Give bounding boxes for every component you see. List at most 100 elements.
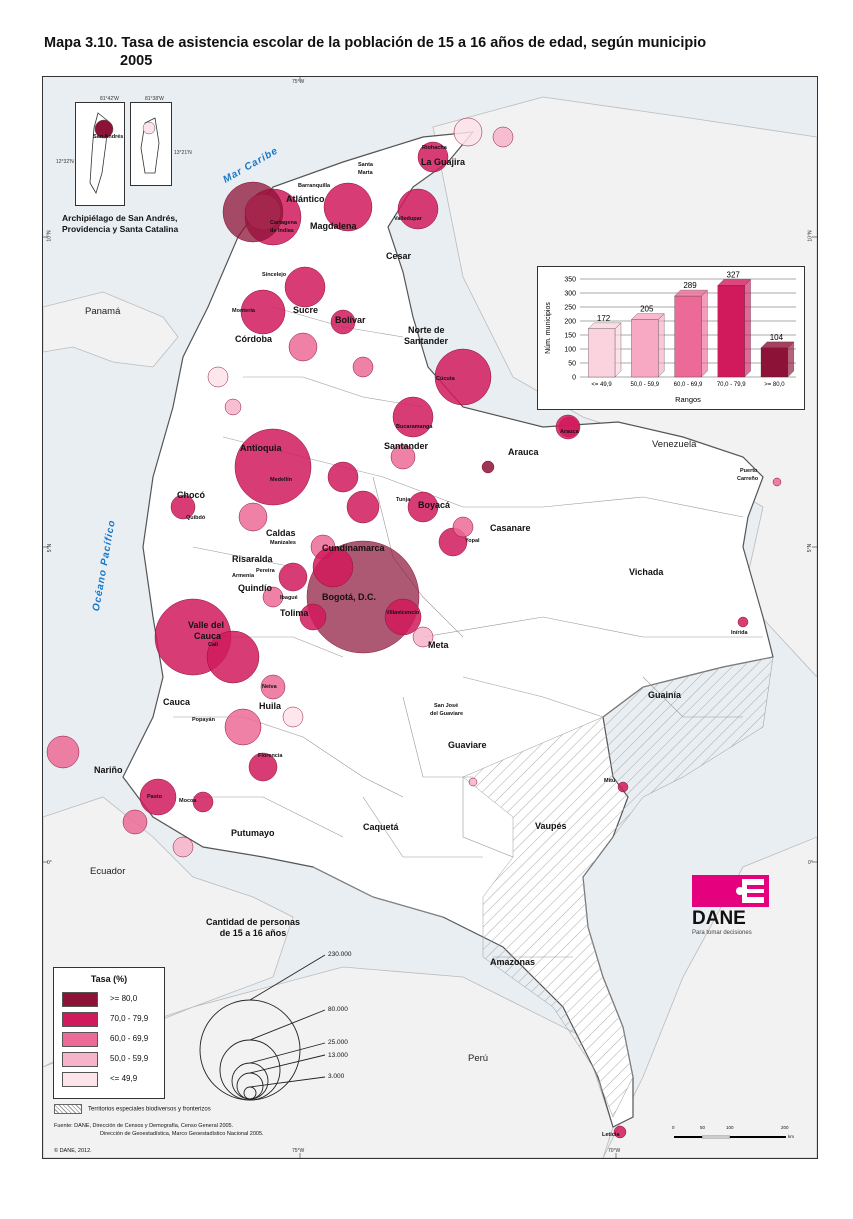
rate-legend-label: >= 80,0 xyxy=(110,994,138,1003)
size-legend-title-2: de 15 a 16 años xyxy=(219,928,287,938)
chart-category-label: 70,0 - 79,9 xyxy=(717,382,746,388)
inset-title-line2: Providencia y Santa Catalina xyxy=(62,224,179,234)
chart-ytick-label: 150 xyxy=(564,333,576,340)
chart-bar-value-label: 289 xyxy=(683,281,697,290)
city-armenia: Armenia xyxy=(232,573,255,579)
source-line2: Dirección de Geoestadística, Marco Geoes… xyxy=(100,1130,264,1137)
dept-bolivar: Bolívar xyxy=(335,315,366,325)
chart-bar-side xyxy=(658,313,665,378)
map-frame[interactable] xyxy=(42,76,818,1159)
rate-legend-swatch xyxy=(62,1052,98,1067)
lon-75-bottom: 75°W xyxy=(292,1148,305,1154)
dept-quindio: Quindío xyxy=(238,583,272,593)
dept-sucre: Sucre xyxy=(293,305,319,315)
neighbour-panama xyxy=(43,291,179,368)
city-cali: Cali xyxy=(208,642,219,648)
chart-bar xyxy=(674,295,702,378)
dept-vaupes: Vaupés xyxy=(535,821,567,831)
bar-chart-svg: 0 50 100 150 200 250 300 350 Núm. municipios Rang… xyxy=(545,270,796,404)
size-legend-circles xyxy=(199,954,326,1101)
chart-bar-side xyxy=(744,279,751,378)
dept-guainia: Guainía xyxy=(648,690,682,700)
lon-70-bottom: 70°W xyxy=(608,1148,621,1154)
city-quibdo: Quibdó xyxy=(186,515,206,521)
rate-legend-title: Tasa (%) xyxy=(90,974,128,984)
city-leticia: Leticia xyxy=(602,1132,620,1138)
municipality-circles xyxy=(46,117,782,1139)
dept-choco: Chocó xyxy=(177,490,205,500)
lat-10-left: 10°N xyxy=(46,230,53,242)
city-san-jose-1: San José xyxy=(434,703,459,709)
dept-tolima: Tolima xyxy=(280,608,309,618)
dept-valle-1: Valle del xyxy=(188,620,225,630)
dane-logo-tagline: Para tomar decisiones xyxy=(692,930,752,936)
city-villavicencio: Villavicencio xyxy=(386,610,420,616)
dept-casanare: Casanare xyxy=(490,523,531,533)
city-puerto-carreno-2: Carreño xyxy=(737,476,759,482)
inset-coord-b: 81°38'W xyxy=(145,96,164,102)
dept-huila: Huila xyxy=(259,701,282,711)
size-legend-80000: 80.000 xyxy=(328,1006,348,1013)
chart-bar-value-label: 104 xyxy=(770,333,784,342)
dept-caldas: Caldas xyxy=(266,528,296,538)
city-mocoa: Mocoa xyxy=(179,798,197,804)
dept-putumayo: Putumayo xyxy=(231,828,275,838)
city-ibague: Ibagué xyxy=(280,595,298,601)
territories-note-text: Territorios especiales biodiversos y fro… xyxy=(88,1106,211,1113)
dept-meta: Meta xyxy=(428,640,449,650)
rate-legend-swatch xyxy=(62,1032,98,1047)
rate-legend: Tasa (%) >= 80,0 70,0 - 79,9 60,0 - 69,9… xyxy=(53,967,165,1099)
inset-providencia[interactable] xyxy=(130,102,172,186)
inset-san-andres-svg xyxy=(89,112,114,194)
lat-5-right: 5°N xyxy=(807,543,814,553)
size-legend-3000: 3.000 xyxy=(328,1073,345,1080)
city-monteria: Montería xyxy=(232,308,255,314)
size-legend-title-1: Cantidad de personas xyxy=(205,917,301,927)
lat-10-right: 10°N xyxy=(807,230,814,242)
graticule xyxy=(43,77,817,1158)
city-cartagena-1: Cartagena xyxy=(270,220,297,226)
lat-0-left: 0° xyxy=(47,860,52,866)
scale-unit: km xyxy=(788,1134,794,1139)
dept-bogota: Bogotá, D.C. xyxy=(322,592,376,602)
neighbour-brazil xyxy=(602,836,817,1158)
city-arauca: Arauca xyxy=(560,429,579,435)
dept-valle-2: Cauca xyxy=(194,631,222,641)
dept-atlantico: Atlántico xyxy=(286,194,325,204)
inset-coord-c: 12°32'N xyxy=(56,159,74,165)
lat-5-left: 5°N xyxy=(47,543,54,553)
city-riohacha: Riohacha xyxy=(422,145,447,151)
inset-coord-d: 13°21'N xyxy=(174,150,192,156)
city-sincelejo: Sincelejo xyxy=(262,272,287,278)
chart-bar xyxy=(588,328,616,378)
dane-logo-glyph xyxy=(736,879,764,903)
country-venezuela: Venezuela xyxy=(652,439,697,450)
city-pasto: Pasto xyxy=(147,794,162,800)
dept-boyaca: Boyacá xyxy=(418,500,451,510)
scale-bar-graphic xyxy=(674,1135,786,1139)
lon-75-top: 75°W xyxy=(292,79,305,85)
city-medellin: Medellín xyxy=(270,477,293,483)
inset-title: Archipiélago de San Andrés, Providencia … xyxy=(62,213,178,235)
source-line1: Fuente: DANE, Dirección de Censos y Demo… xyxy=(54,1123,234,1129)
city-valledupar: Valledupar xyxy=(394,216,422,222)
chart-bar-top xyxy=(631,313,665,320)
chart-ytick-label: 300 xyxy=(564,291,576,298)
city-san-jose-2: del Guaviare xyxy=(430,711,464,717)
inset-san-andres[interactable] xyxy=(75,102,125,206)
chart-bar-side xyxy=(614,322,622,378)
city-manizales: Manizales xyxy=(270,540,296,546)
chart-xlabel: Rangos xyxy=(675,395,701,404)
country-panama: Panamá xyxy=(85,306,121,317)
dept-la-guajira: La Guajira xyxy=(421,157,466,167)
rate-legend-label: 70,0 - 79,9 xyxy=(110,1014,149,1023)
inset-coord-a: 81°42'W xyxy=(100,96,119,102)
scale-bar: 0 50 100 200 km xyxy=(672,1125,794,1141)
inset-title-line1: Archipiélago de San Andrés, xyxy=(62,213,178,223)
chart-category-label: <= 49,9 xyxy=(591,382,612,388)
page-title: Mapa 3.10. Tasa de asistencia escolar de… xyxy=(44,34,706,70)
lat-0-right: 0° xyxy=(808,860,813,866)
chart-bar-top xyxy=(587,322,622,329)
chart-bar xyxy=(760,347,788,378)
territories-note: Territorios especiales biodiversos y fro… xyxy=(54,1104,211,1114)
